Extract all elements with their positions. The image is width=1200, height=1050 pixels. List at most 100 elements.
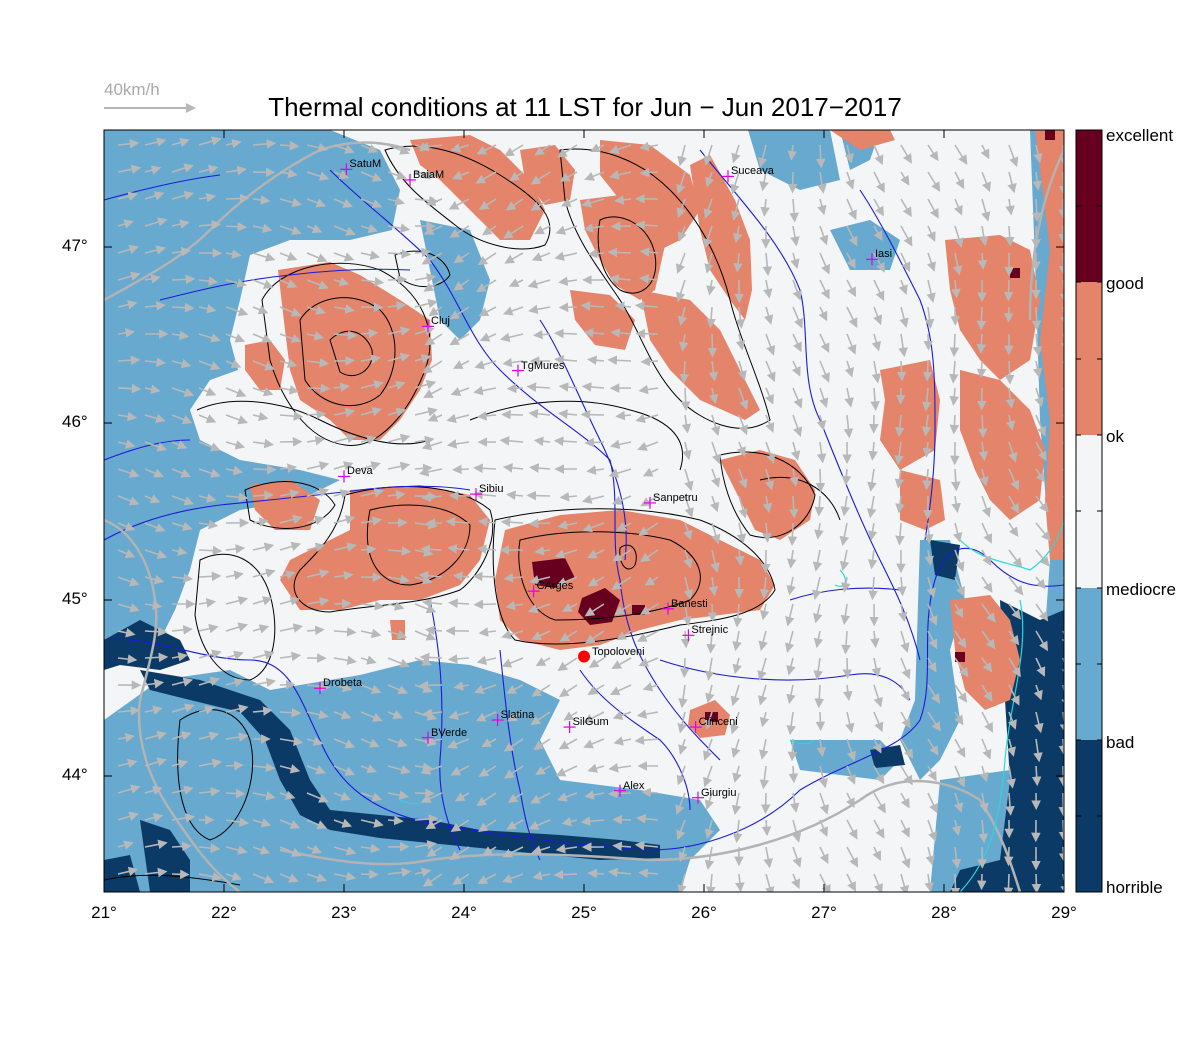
wind-vector	[1058, 792, 1064, 817]
wind-vector	[225, 622, 249, 632]
wind-vector	[900, 630, 910, 653]
wind-vector	[360, 544, 377, 555]
wind-vector	[198, 468, 221, 478]
wind-vector	[981, 171, 991, 193]
wind-vector	[583, 711, 605, 723]
wind-vector	[225, 165, 247, 176]
wind-vector	[813, 657, 823, 681]
wind-vector	[762, 252, 773, 277]
wind-vector	[872, 738, 882, 754]
wind-vector	[306, 198, 327, 208]
wind-vector	[1033, 738, 1043, 763]
city-marker-iasi	[866, 253, 878, 266]
wind-vector	[706, 630, 716, 654]
wind-vector	[580, 816, 605, 827]
highlight-site-label: Topoloveni	[592, 646, 645, 659]
wind-vector	[922, 441, 933, 458]
wind-vector	[534, 546, 551, 556]
city-label-carges: CArges	[536, 580, 574, 593]
wind-vector	[758, 738, 769, 760]
wind-vector	[502, 357, 524, 368]
wind-vector	[477, 252, 497, 266]
wind-vector	[921, 387, 932, 412]
wind-vector	[954, 630, 967, 649]
wind-vector	[225, 677, 245, 688]
wind-vector	[225, 544, 246, 554]
wind-vector	[976, 873, 987, 891]
lat-tick-45: 45°	[62, 589, 88, 608]
wind-vector	[445, 517, 470, 527]
wind-vector	[814, 495, 825, 517]
wind-vector	[703, 765, 713, 788]
wind-vector	[615, 410, 632, 421]
wind-vector	[504, 765, 524, 779]
wind-vector	[414, 788, 435, 799]
wind-vector	[414, 247, 432, 258]
wind-vector	[503, 225, 524, 239]
wind-vector	[1006, 765, 1016, 789]
wind-vector	[815, 468, 826, 493]
colorbar-label-good: good	[1106, 274, 1144, 293]
wind-vector	[704, 711, 714, 730]
wind-vector	[530, 171, 551, 185]
wind-vector	[306, 305, 327, 315]
wind-vector	[252, 139, 277, 149]
wind-vector	[819, 225, 829, 246]
wind-vector	[759, 171, 769, 192]
city-marker-banesti	[662, 602, 674, 615]
wind-vector	[476, 144, 497, 155]
wind-vector	[477, 517, 497, 527]
wind-vector	[873, 252, 885, 273]
wind-vector	[680, 630, 691, 649]
wind-vector	[387, 249, 412, 259]
wind-vector	[144, 549, 168, 559]
wind-vector	[306, 171, 330, 181]
wind-vector	[608, 867, 632, 878]
wind-vector	[333, 710, 352, 720]
wind-vector	[171, 521, 193, 532]
wind-vector	[923, 333, 934, 351]
wind-vector	[976, 306, 987, 331]
wind-vector	[818, 306, 828, 322]
wind-vector	[171, 163, 195, 173]
wind-vector	[144, 839, 168, 850]
wind-vector	[587, 248, 605, 259]
wind-vector	[360, 684, 382, 694]
wind-vector	[333, 198, 353, 208]
wind-vector	[279, 790, 296, 800]
wind-vector	[816, 441, 827, 464]
wind-vector	[640, 356, 659, 367]
city-markers	[314, 163, 878, 804]
wind-vector	[505, 198, 524, 211]
wind-vector	[737, 360, 747, 381]
wind-vector	[279, 736, 304, 746]
wind-vector	[446, 413, 470, 424]
wind-vector	[144, 413, 166, 424]
wind-vector	[680, 387, 691, 412]
wind-vector	[555, 843, 578, 854]
wind-vector	[1035, 441, 1047, 462]
wind-vector	[144, 217, 168, 227]
wind-vector	[760, 198, 770, 217]
wind-vector	[225, 306, 249, 317]
wind-vector	[117, 244, 140, 254]
wind-vector	[279, 707, 302, 718]
wind-vector	[738, 414, 748, 436]
wind-vector	[306, 279, 329, 290]
wind-vector	[1032, 333, 1043, 357]
wind-vector	[981, 198, 991, 222]
wind-vector	[1008, 144, 1019, 168]
wind-vector	[584, 630, 605, 644]
wind-vector	[252, 624, 270, 634]
wind-vector	[279, 514, 303, 525]
wind-vector	[117, 271, 141, 281]
city-marker-strejnic	[682, 629, 695, 642]
wind-vector	[682, 603, 692, 627]
city-label-slatina: Slatina	[500, 709, 535, 722]
wind-vector	[731, 792, 742, 816]
wind-vector	[171, 246, 192, 257]
wind-vector	[873, 198, 884, 217]
wind-vector	[333, 330, 358, 340]
wind-vector	[252, 305, 269, 315]
wind-vector	[507, 792, 524, 803]
